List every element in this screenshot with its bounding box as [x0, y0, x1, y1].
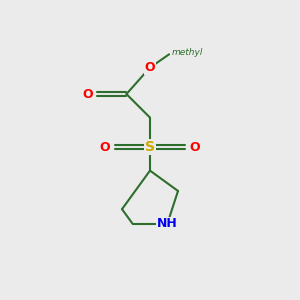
Text: NH: NH [157, 218, 178, 230]
Text: O: O [190, 141, 200, 154]
Text: S: S [145, 140, 155, 154]
Text: O: O [82, 88, 93, 100]
Text: O: O [145, 61, 155, 74]
Text: O: O [100, 141, 110, 154]
Text: methyl: methyl [172, 48, 203, 57]
